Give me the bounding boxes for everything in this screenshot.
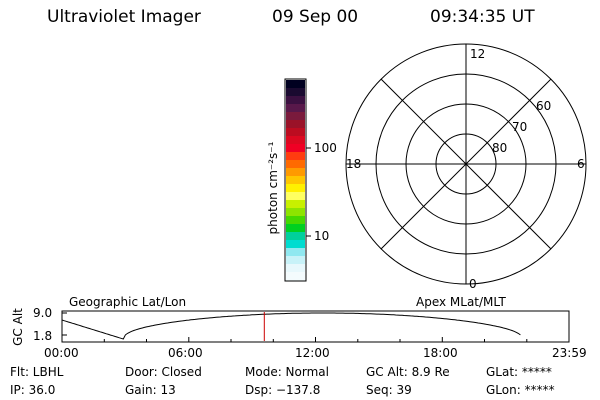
colorbar-cell bbox=[286, 144, 305, 153]
colorbar-cell bbox=[286, 240, 305, 249]
observation-time: 09:34:35 UT bbox=[430, 7, 535, 27]
altitude-curve bbox=[61, 312, 521, 340]
colorbar-cell bbox=[286, 136, 305, 145]
colorbar-unit-label: photon cm⁻²s⁻¹ bbox=[266, 141, 280, 234]
colorbar-cell bbox=[286, 152, 305, 161]
mlt-label-noon: 12 bbox=[470, 47, 486, 61]
colorbar-cell bbox=[286, 264, 305, 273]
info-gain: Gain: 13 bbox=[125, 383, 176, 397]
colorbar-cell bbox=[286, 272, 305, 281]
info-glat: GLat: ***** bbox=[486, 365, 552, 379]
info-ip: IP: 36.0 bbox=[10, 383, 56, 397]
colorbar-cell bbox=[286, 208, 305, 217]
lat-label-80: 80 bbox=[492, 141, 508, 155]
time-tick-label-0000: 00:00 bbox=[44, 346, 79, 360]
observation-date: 09 Sep 00 bbox=[272, 7, 359, 27]
colorbar-cell bbox=[286, 184, 305, 193]
timeline-y-max-label: 9.0 bbox=[33, 306, 53, 320]
timeline-right-title: Apex MLat/MLT bbox=[416, 295, 506, 309]
info-filter: Flt: LBHL bbox=[10, 365, 64, 379]
colorbar-cell bbox=[286, 128, 305, 137]
colorbar-cell bbox=[286, 256, 305, 265]
lat-label-60: 60 bbox=[536, 99, 552, 113]
time-tick-label-2359: 23:59 bbox=[552, 346, 587, 360]
time-tick-label-0600: 06:00 bbox=[168, 346, 203, 360]
lat-label-70: 70 bbox=[512, 120, 528, 134]
colorbar-cell bbox=[286, 248, 305, 257]
colorbar-cell bbox=[286, 192, 305, 201]
colorbar-cell bbox=[286, 224, 305, 233]
info-glon: GLon: ***** bbox=[486, 383, 555, 397]
colorbar-cell bbox=[286, 112, 305, 121]
colorbar-cell bbox=[286, 168, 305, 177]
colorbar-cell bbox=[286, 96, 305, 105]
colorbar-cell bbox=[286, 88, 305, 97]
polar-diagonal-2 bbox=[380, 78, 552, 250]
time-tick-label-1800: 18:00 bbox=[423, 346, 458, 360]
timeline-x-ticks bbox=[61, 337, 570, 342]
info-door: Door: Closed bbox=[125, 365, 202, 379]
colorbar-tick-label-10: 10 bbox=[314, 229, 330, 243]
colorbar-frame bbox=[284, 78, 307, 282]
info-mode: Mode: Normal bbox=[245, 365, 329, 379]
colorbar-cell bbox=[286, 120, 305, 129]
mlt-label-midnight: 0 bbox=[469, 277, 477, 291]
timeline-left-title: Geographic Lat/Lon bbox=[69, 295, 187, 309]
colorbar-cell bbox=[286, 160, 305, 169]
instrument-title: Ultraviolet Imager bbox=[47, 7, 201, 27]
colorbar-cell bbox=[286, 176, 305, 185]
info-dsp: Dsp: −137.8 bbox=[245, 383, 321, 397]
colorbar-cell bbox=[286, 216, 305, 225]
colorbar-tick-label-100: 100 bbox=[314, 141, 337, 155]
timeline-y-min-label: 1.8 bbox=[33, 329, 53, 343]
colorbar-cell bbox=[286, 232, 305, 241]
colorbar-cell bbox=[286, 80, 305, 89]
mlt-label-dawn: 6 bbox=[577, 157, 585, 171]
info-gc-alt: GC Alt: 8.9 Re bbox=[366, 365, 450, 379]
colorbar bbox=[286, 80, 305, 281]
polar-plot bbox=[345, 43, 587, 285]
timeline-y-axis-label: GC Alt bbox=[11, 308, 25, 346]
colorbar-cell bbox=[286, 200, 305, 209]
time-tick-label-1200: 12:00 bbox=[295, 346, 330, 360]
info-seq: Seq: 39 bbox=[366, 383, 412, 397]
mlt-label-dusk: 18 bbox=[346, 157, 362, 171]
colorbar-cell bbox=[286, 104, 305, 113]
